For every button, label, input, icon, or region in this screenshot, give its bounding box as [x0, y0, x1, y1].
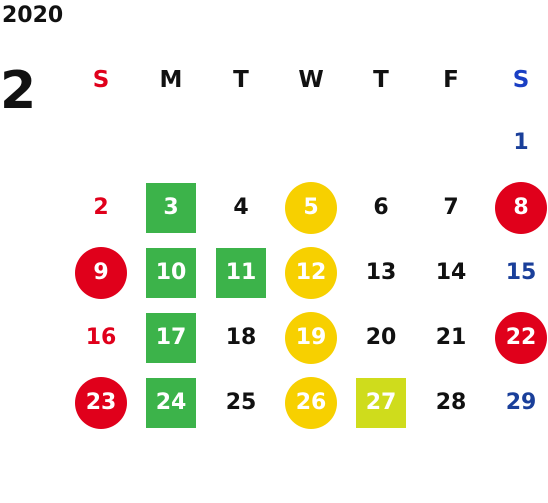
day-number: 10: [155, 259, 187, 285]
day-cell[interactable]: 1: [486, 110, 548, 175]
day-cell[interactable]: 13: [346, 240, 416, 305]
day-cell[interactable]: 21: [416, 305, 486, 370]
month-label: 2: [0, 61, 37, 121]
day-cell[interactable]: 23: [66, 370, 136, 435]
day-number: 23: [85, 389, 117, 415]
red-circle-marker: 9: [75, 246, 127, 299]
day-number: 1: [513, 129, 529, 155]
year-label: 2020: [2, 3, 64, 28]
day-cell[interactable]: 6: [346, 175, 416, 240]
weekday-label: F: [443, 67, 459, 93]
day-number: 19: [295, 324, 327, 350]
day-cell[interactable]: 27: [346, 370, 416, 435]
week-row: 1: [66, 110, 548, 175]
day-cell[interactable]: 10: [136, 240, 206, 305]
day-cell[interactable]: 17: [136, 305, 206, 370]
day-number: 8: [513, 194, 529, 220]
day-cell[interactable]: 2: [66, 175, 136, 240]
weekday-label: T: [233, 67, 249, 93]
day-number: 9: [93, 259, 109, 285]
day-cell[interactable]: 20: [346, 305, 416, 370]
green-square-marker: 10: [146, 247, 196, 298]
green-square-marker: 24: [146, 377, 196, 428]
day-number: 15: [505, 259, 537, 285]
day-cell[interactable]: 24: [136, 370, 206, 435]
day-cell[interactable]: 7: [416, 175, 486, 240]
yellow-circle-marker: 26: [285, 376, 337, 429]
week-row: 9 10 11 12 13 14 15: [66, 240, 548, 305]
day-number: 14: [435, 259, 467, 285]
day-cell[interactable]: 16: [66, 305, 136, 370]
red-circle-marker: 8: [495, 181, 547, 234]
day-cell[interactable]: 29: [486, 370, 548, 435]
week-row: 16 17 18 19 20 21 22: [66, 305, 548, 370]
day-number: 2: [93, 194, 109, 220]
weekday-label: M: [159, 67, 183, 93]
day-cell[interactable]: 25: [206, 370, 276, 435]
day-cell[interactable]: 9: [66, 240, 136, 305]
weekday-fri: F: [416, 50, 486, 110]
day-number: 5: [303, 194, 319, 220]
day-number: 24: [155, 389, 187, 415]
green-square-marker: 11: [216, 247, 266, 298]
weekday-thu: T: [346, 50, 416, 110]
day-cell[interactable]: 14: [416, 240, 486, 305]
day-cell[interactable]: 3: [136, 175, 206, 240]
day-number: 22: [505, 324, 537, 350]
yellow-circle-marker: 19: [285, 311, 337, 364]
weekday-wed: W: [276, 50, 346, 110]
weekday-sat: S: [486, 50, 548, 110]
weekday-label: T: [373, 67, 389, 93]
day-cell[interactable]: 22: [486, 305, 548, 370]
weekday-sun: S: [66, 50, 136, 110]
weekday-mon: M: [136, 50, 206, 110]
day-number: 26: [295, 389, 327, 415]
lime-square-marker: 27: [356, 377, 406, 428]
day-cell[interactable]: 19: [276, 305, 346, 370]
day-number: 21: [435, 324, 467, 350]
day-number: 27: [365, 389, 397, 415]
day-cell[interactable]: 11: [206, 240, 276, 305]
day-cell[interactable]: 15: [486, 240, 548, 305]
day-number: 7: [443, 194, 459, 220]
day-number: 25: [225, 389, 257, 415]
day-cell[interactable]: 8: [486, 175, 548, 240]
day-number: 29: [505, 389, 537, 415]
red-circle-marker: 22: [495, 311, 547, 364]
green-square-marker: 3: [146, 182, 196, 233]
day-number: 6: [373, 194, 389, 220]
day-cell[interactable]: 5: [276, 175, 346, 240]
yellow-circle-marker: 12: [285, 246, 337, 299]
day-number: 20: [365, 324, 397, 350]
day-number: 16: [85, 324, 117, 350]
day-number: 3: [163, 194, 179, 220]
day-number: 12: [295, 259, 327, 285]
day-number: 17: [155, 324, 187, 350]
day-cell[interactable]: 18: [206, 305, 276, 370]
week-row: 23 24 25 26 27 28 29: [66, 370, 548, 435]
day-cell[interactable]: 28: [416, 370, 486, 435]
red-circle-marker: 23: [75, 376, 127, 429]
day-cell[interactable]: 12: [276, 240, 346, 305]
weekday-label: S: [512, 67, 530, 93]
day-number: 18: [225, 324, 257, 350]
day-number: 13: [365, 259, 397, 285]
weekday-tue: T: [206, 50, 276, 110]
week-row: 2 3 4 5 6 7 8: [66, 175, 548, 240]
yellow-circle-marker: 5: [285, 181, 337, 234]
day-cell[interactable]: 4: [206, 175, 276, 240]
day-number: 11: [225, 259, 257, 285]
day-cell[interactable]: 26: [276, 370, 346, 435]
green-square-marker: 17: [146, 312, 196, 363]
day-number: 28: [435, 389, 467, 415]
weekday-label: W: [298, 67, 324, 93]
day-number: 4: [233, 194, 249, 220]
weekday-label: S: [92, 67, 110, 93]
